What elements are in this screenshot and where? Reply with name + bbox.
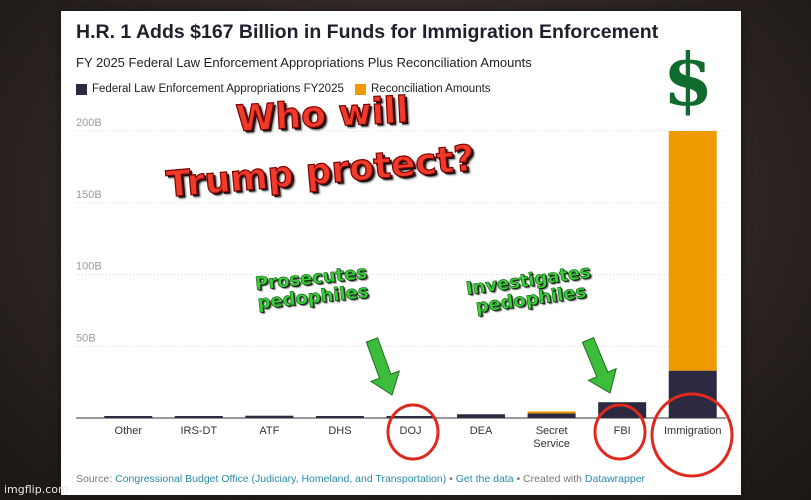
datawrapper-link[interactable]: Datawrapper bbox=[584, 473, 646, 485]
x-tick-label: ATF bbox=[259, 425, 279, 437]
bar-segment bbox=[104, 416, 153, 418]
headline-line-1: Who will bbox=[234, 89, 410, 140]
x-tick-label: IRS-DT bbox=[180, 425, 217, 437]
y-tick-label: 200B bbox=[76, 117, 102, 129]
chart-title: H.R. 1 Adds $167 Billion in Funds for Im… bbox=[76, 21, 659, 43]
arrow-doj-icon bbox=[365, 337, 401, 396]
get-data-link[interactable]: Get the data bbox=[455, 473, 514, 485]
x-tick-label: Secret bbox=[536, 425, 568, 437]
y-tick-label: 150B bbox=[76, 189, 102, 201]
created-with-text: • Created with bbox=[513, 473, 585, 485]
bar-segment bbox=[457, 414, 506, 418]
legend-label-reconciliation: Reconciliation Amounts bbox=[371, 83, 491, 95]
arrow-fbi-icon bbox=[581, 337, 617, 394]
legend-item-reconciliation: Reconciliation Amounts bbox=[355, 83, 491, 95]
bar-segment bbox=[174, 416, 223, 418]
source-link[interactable]: Congressional Budget Office (Judiciary, … bbox=[115, 473, 447, 485]
y-tick-label: 100B bbox=[76, 261, 102, 273]
source-prefix: Source: bbox=[76, 473, 116, 485]
circle-immigration bbox=[650, 392, 734, 478]
watermark: imgflip.com bbox=[4, 483, 69, 496]
chart-source: Source: Congressional Budget Office (Jud… bbox=[76, 473, 645, 485]
x-tick-label: Other bbox=[115, 425, 143, 437]
circle-fbi bbox=[593, 403, 647, 461]
x-tick-label: Immigration bbox=[664, 425, 721, 437]
chart-subtitle: FY 2025 Federal Law Enforcement Appropri… bbox=[76, 55, 532, 70]
bar-segment bbox=[527, 413, 576, 418]
circle-doj bbox=[386, 403, 440, 461]
bar-segment bbox=[386, 416, 435, 418]
bar-chart: 50B 100B 150B 200B Other IRS-DT ATF DHS DOJ DEA Se… bbox=[76, 117, 726, 450]
legend-swatch-appropriations bbox=[76, 83, 87, 95]
legend-item-appropriations: Federal Law Enforcement Appropriations F… bbox=[76, 83, 344, 95]
chart-card: H.R. 1 Adds $167 Billion in Funds for Im… bbox=[61, 11, 741, 495]
dollar-sign-icon: $ bbox=[663, 37, 714, 122]
y-tick-label: 50B bbox=[76, 332, 96, 344]
legend-label-appropriations: Federal Law Enforcement Appropriations F… bbox=[92, 83, 344, 95]
x-tick-label: DOJ bbox=[400, 425, 422, 437]
bar-segment bbox=[527, 411, 576, 414]
x-tick-label: FBI bbox=[614, 425, 631, 437]
x-tick-label: Service bbox=[533, 438, 570, 450]
source-separator: • bbox=[446, 473, 456, 485]
bar-segment bbox=[245, 415, 294, 418]
x-tick-label: DEA bbox=[470, 425, 493, 437]
bar-segment bbox=[668, 131, 717, 371]
x-tick-label: DHS bbox=[328, 425, 351, 437]
legend-swatch-reconciliation bbox=[355, 83, 366, 95]
bar-segment bbox=[315, 416, 364, 418]
